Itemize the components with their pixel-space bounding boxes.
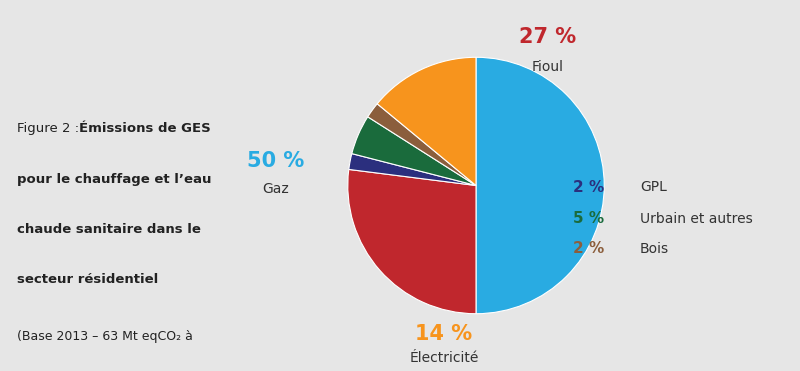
- Wedge shape: [348, 170, 476, 314]
- Text: Figure 2 :: Figure 2 :: [17, 122, 83, 135]
- Text: Bois: Bois: [640, 242, 669, 256]
- Text: Émissions de GES: Émissions de GES: [79, 122, 210, 135]
- Text: 2 %: 2 %: [573, 241, 604, 256]
- Text: Électricité: Électricité: [410, 351, 478, 365]
- Text: 14 %: 14 %: [415, 324, 473, 344]
- Text: 2 %: 2 %: [573, 180, 604, 195]
- Text: Gaz: Gaz: [262, 182, 290, 196]
- Text: 5 %: 5 %: [573, 211, 604, 226]
- Wedge shape: [476, 57, 604, 314]
- Text: 27 %: 27 %: [519, 27, 577, 47]
- Wedge shape: [349, 154, 476, 186]
- Wedge shape: [368, 104, 476, 186]
- Text: (Base 2013 – 63 Mt eqCO₂ à: (Base 2013 – 63 Mt eqCO₂ à: [17, 330, 193, 343]
- Wedge shape: [352, 117, 476, 186]
- Wedge shape: [378, 57, 476, 186]
- Text: secteur résidentiel: secteur résidentiel: [17, 273, 158, 286]
- Text: Fioul: Fioul: [532, 60, 564, 74]
- Text: chaude sanitaire dans le: chaude sanitaire dans le: [17, 223, 201, 236]
- Text: 50 %: 50 %: [247, 151, 305, 171]
- Text: Urbain et autres: Urbain et autres: [640, 212, 753, 226]
- Text: pour le chauffage et l’eau: pour le chauffage et l’eau: [17, 173, 211, 186]
- Text: GPL: GPL: [640, 180, 667, 194]
